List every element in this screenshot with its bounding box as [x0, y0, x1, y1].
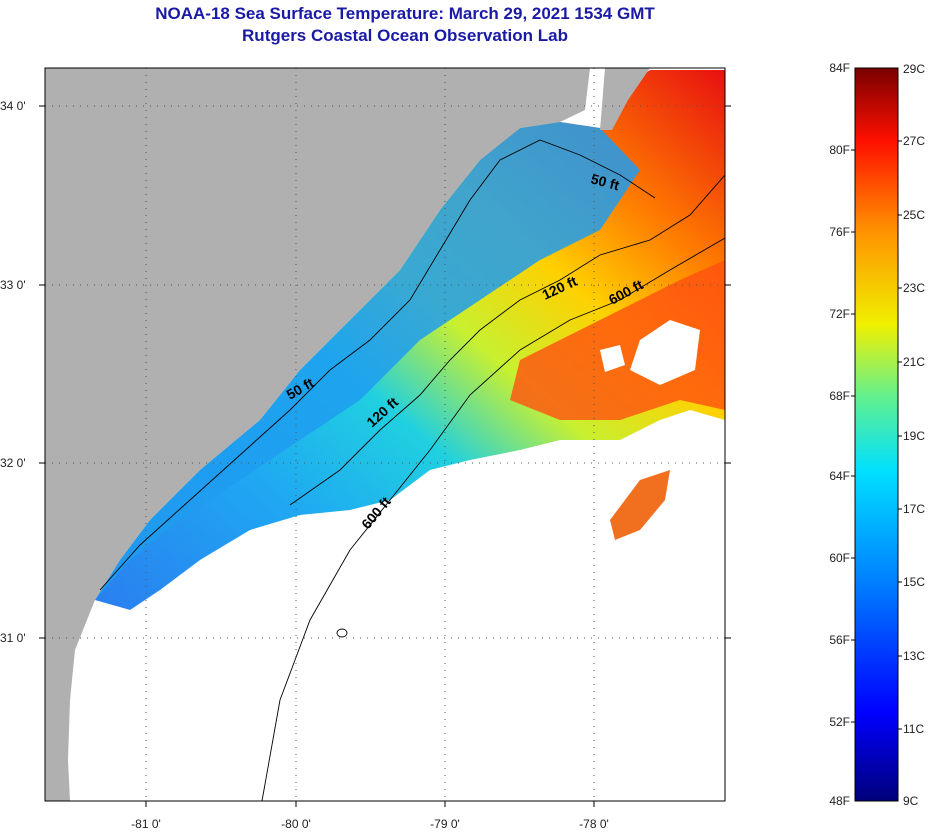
map-frame: [44, 67, 726, 802]
celsius-label: 23C: [903, 281, 925, 295]
contour-50ft: [99, 139, 656, 591]
map-subtitle: Rutgers Coastal Ocean Observation Lab: [242, 26, 568, 45]
fahrenheit-label: 68F: [829, 389, 850, 403]
lat-label: 34 0': [0, 99, 26, 113]
lon-label: -78 0': [579, 817, 609, 831]
celsius-label: 13C: [903, 649, 925, 663]
celsius-label: 19C: [903, 429, 925, 443]
celsius-label: 17C: [903, 502, 925, 516]
celsius-label: 21C: [903, 355, 925, 369]
land-area: [45, 68, 590, 801]
lon-label: -81 0': [131, 817, 161, 831]
celsius-label: 11C: [903, 722, 924, 736]
color-scale-bar: [854, 67, 899, 802]
contour-600ft: [261, 237, 725, 801]
fahrenheit-label: 64F: [829, 469, 850, 483]
fahrenheit-label: 48F: [829, 794, 850, 808]
lat-label: 31 0': [0, 631, 26, 645]
lon-label: -80 0': [281, 817, 311, 831]
fahrenheit-label: 56F: [829, 633, 850, 647]
fahrenheit-label: 72F: [829, 307, 850, 321]
fahrenheit-label: 80F: [829, 143, 850, 157]
contour-label: 50 ft: [589, 170, 621, 193]
celsius-label: 25C: [903, 208, 925, 222]
fahrenheit-label: 60F: [829, 551, 850, 565]
celsius-label: 9C: [903, 794, 919, 808]
lat-label: 33 0': [0, 278, 26, 292]
celsius-label: 15C: [903, 575, 925, 589]
lon-label: -79 0': [430, 817, 460, 831]
celsius-label: 27C: [903, 134, 925, 148]
map-title: NOAA-18 Sea Surface Temperature: March 2…: [155, 4, 655, 23]
lat-label: 32 0': [0, 456, 26, 470]
fahrenheit-label: 76F: [829, 225, 850, 239]
contour-120ft: [289, 174, 725, 506]
fahrenheit-label: 52F: [829, 715, 850, 729]
fahrenheit-label: 84F: [829, 61, 850, 75]
celsius-label: 29C: [903, 62, 925, 76]
